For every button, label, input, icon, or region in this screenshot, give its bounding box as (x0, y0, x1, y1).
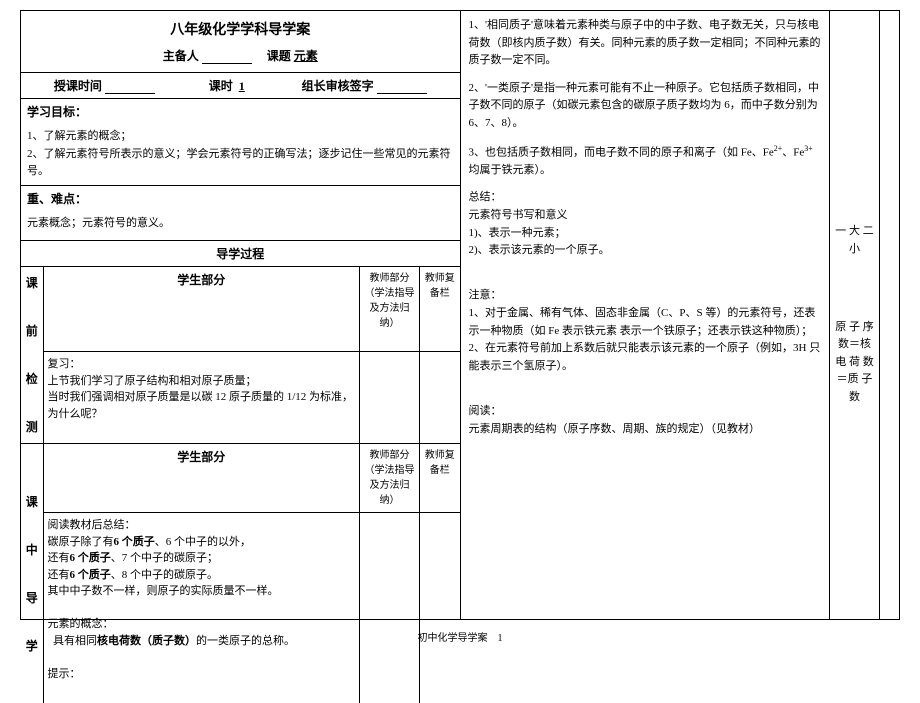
teacher-head-2: 教师部分（学法指导及方法归纳） (360, 444, 420, 513)
right-column: 1、'相同质子'意味着元素种类与原子中的中子数、电子数无关，只与核电荷数（即核内… (460, 10, 901, 620)
pretest-label: 课前检测 (21, 267, 43, 444)
right-p2: 2、'一类原子'是指一种元素可能有不止一种原子。它包括质子数相同，中子数不同的原… (469, 80, 822, 133)
inclass-l1: 碳原子除了有6 个质子、6 个中子的以外， (48, 534, 356, 551)
process-title: 导学过程 (21, 240, 460, 266)
student-head-1: 学生部分 (43, 267, 360, 352)
doc-title: 八年级化学学科导学案 (21, 11, 460, 43)
right-summary: 总结： 元素符号书写和意义 1)、表示一种元素； 2)、表示该元素的一个原子。 (469, 189, 822, 259)
right-p1: 1、'相同质子'意味着元素种类与原子中的中子数、电子数无关，只与核电荷数（即核内… (469, 17, 822, 70)
sup-3plus: 3+ (804, 144, 813, 153)
goal-2: 2、了解元素符号所表示的意义；学会元素符号的正确写法；逐步记住一些常见的元素符号… (27, 146, 454, 181)
inclass-l4: 其中中子数不一样，则原子的实际质量不一样。 (48, 583, 356, 600)
subhead-row1: 主备人 课题 元素 (21, 43, 460, 72)
review-cell-1 (420, 352, 460, 444)
right-main: 1、'相同质子'意味着元素种类与原子中的中子数、电子数无关，只与核电荷数（即核内… (461, 11, 830, 619)
right-side-notes: 一 大 二 小 原 子 序 数＝核 电 荷 数＝质 子 数 (829, 11, 879, 619)
teacher-cell-1 (360, 352, 420, 444)
pretest-l2: 上节我们学习了原子结构和相对原子质量； (48, 373, 356, 390)
goal-body: 1、了解元素的概念； 2、了解元素符号所表示的意义；学会元素符号的正确写法；逐步… (21, 124, 460, 185)
sum-t: 总结： (469, 189, 822, 207)
leader-label: 组长审核签字 (302, 79, 374, 93)
teacher-cell-2 (360, 513, 420, 703)
read-t: 阅读： (469, 403, 822, 421)
goal-title: 学习目标： (21, 98, 460, 124)
inclass-body: 阅读教材后总结： 碳原子除了有6 个质子、6 个中子的以外， 还有6 个质子、7… (43, 513, 360, 703)
pretest-l3: 当时我们强调相对原子质量是以碳 12 原子质量的 1/12 为标准，为什么呢？ (48, 389, 356, 422)
inclass-hint: 提示： (48, 666, 356, 683)
inclass-read: 阅读教材后总结： (48, 517, 356, 534)
teachtime-label: 授课时间 (54, 79, 102, 93)
subhead-row2: 授课时间 课时 1 组长审核签字 (21, 72, 460, 98)
inclass-label: 课中导学 (21, 444, 43, 703)
review-cell-2 (420, 513, 460, 703)
sup-2plus: 2+ (774, 144, 783, 153)
right-side-blank (879, 11, 899, 619)
right-note: 注意： 1、对于金属、稀有气体、固态非金属（C、P、S 等）的元素符号，还表示一… (469, 287, 822, 375)
preparer-label: 主备人 (163, 49, 199, 63)
period-label: 课时 (209, 79, 233, 93)
note-1: 1、对于金属、稀有气体、固态非金属（C、P、S 等）的元素符号，还表示一种物质（… (469, 305, 822, 340)
left-column: 八年级化学学科导学案 主备人 课题 元素 授课时间 课时 1 组长审核签字 学习… (20, 10, 460, 620)
period-value: 1 (236, 79, 248, 94)
sum-l2: 1)、表示一种元素； (469, 225, 822, 243)
teacher-head-1: 教师部分（学法指导及方法归纳） (360, 267, 420, 352)
page-footer: 初中化学导学案 1 (0, 629, 920, 644)
sum-l3: 2)、表示该元素的一个原子。 (469, 242, 822, 260)
side1-a: 一 大 二 小 (832, 223, 877, 258)
review-head-2: 教师复备栏 (420, 444, 460, 513)
key-title: 重、难点： (21, 185, 460, 211)
goal-1: 1、了解元素的概念； (27, 128, 454, 146)
preparer-blank (202, 52, 252, 64)
student-head-2: 学生部分 (43, 444, 360, 513)
inclass-l2: 还有6 个质子、7 个中子的碳原子； (48, 550, 356, 567)
side1-b: 原 子 序 数＝核 电 荷 数＝质 子 数 (832, 319, 877, 407)
leader-blank (377, 82, 427, 94)
review-head-1: 教师复备栏 (420, 267, 460, 352)
inclass-l3: 还有6 个质子、8 个中子的碳原子。 (48, 567, 356, 584)
note-t: 注意： (469, 287, 822, 305)
key-body: 元素概念；元素符号的意义。 (21, 211, 460, 241)
teachtime-blank (105, 82, 155, 94)
topic-value: 元素 (294, 49, 318, 63)
pretest-l1: 复习： (48, 356, 356, 373)
read-1: 元素周期表的结构（原子序数、周期、族的规定）（见教材） (469, 421, 822, 439)
pretest-body: 复习： 上节我们学习了原子结构和相对原子质量； 当时我们强调相对原子质量是以碳 … (43, 352, 360, 444)
right-read: 阅读： 元素周期表的结构（原子序数、周期、族的规定）（见教材） (469, 403, 822, 438)
right-p3: 3、也包括质子数相同，而电子数不同的原子和离子（如 Fe、Fe2+、Fe3+ 均… (469, 143, 822, 180)
sum-l1: 元素符号书写和意义 (469, 207, 822, 225)
note-2: 2、在元素符号前加上系数后就只能表示该元素的一个原子（例如，3H 只能表示三个氢… (469, 340, 822, 375)
topic-label: 课题 (267, 49, 291, 63)
